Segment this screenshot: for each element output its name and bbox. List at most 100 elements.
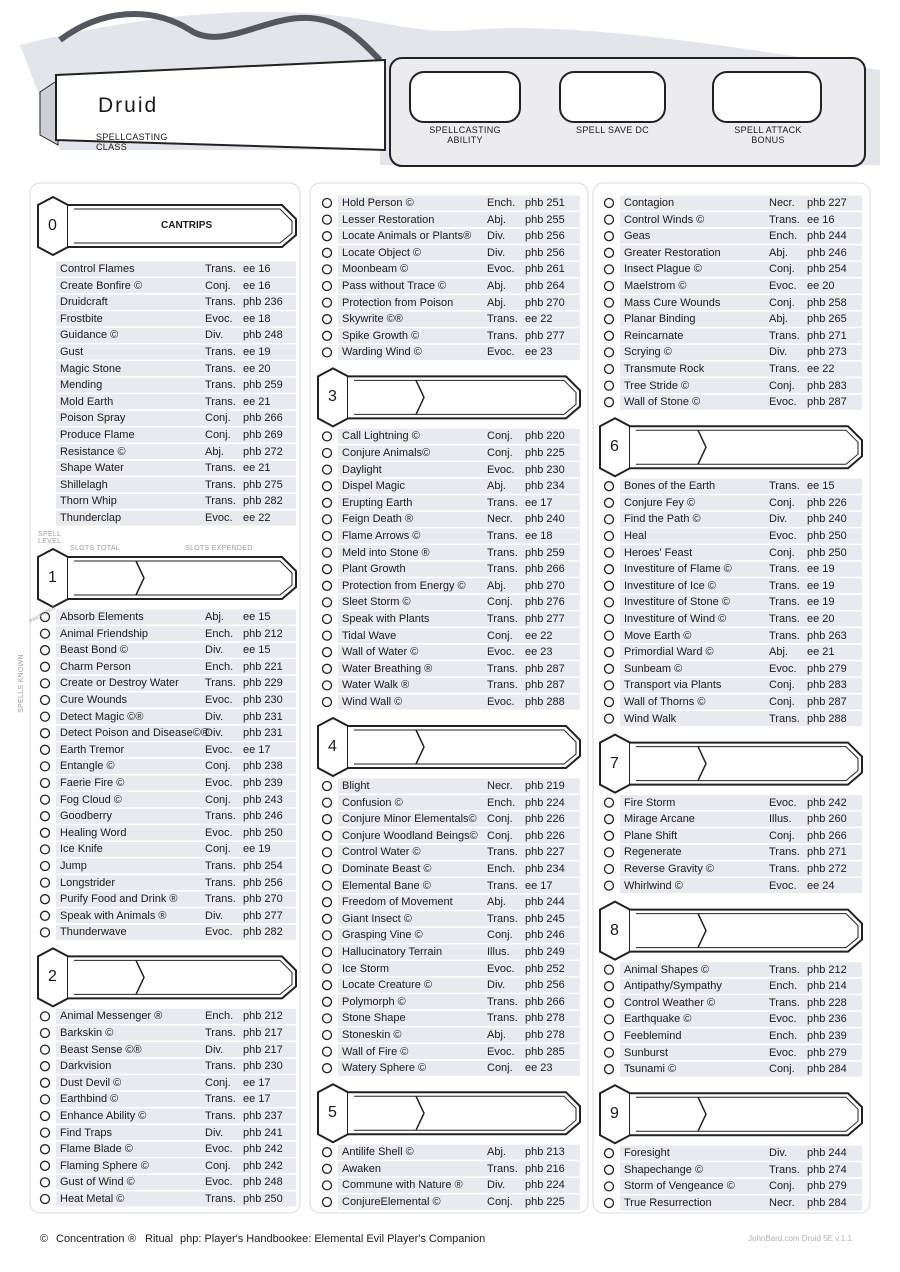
slots-bar-inner	[636, 1096, 859, 1132]
level-title: CANTRIPS	[161, 220, 213, 231]
spell-school: Conj.	[205, 843, 231, 856]
spell-row	[620, 1045, 862, 1061]
spell-school: Evoc.	[769, 1046, 797, 1059]
spell-name: Lesser Restoration	[342, 213, 435, 226]
spell-row	[338, 927, 580, 943]
spell-source: ee 17	[525, 496, 553, 509]
spell-source: phb 272	[807, 863, 847, 875]
spell-name: Moonbeam ©	[342, 263, 409, 276]
spell-source: phb 244	[807, 230, 847, 243]
prepared-checkbox	[321, 897, 333, 908]
spell-row	[56, 444, 296, 460]
prepared-checkbox	[321, 1147, 333, 1158]
prepared-checkbox	[321, 613, 333, 625]
spell-source: phb 224	[525, 1179, 565, 1192]
spell-name: Scrying ©	[624, 346, 672, 359]
source-note: php: Player's Handbook	[180, 1233, 297, 1245]
spell-school: Abj.	[487, 1029, 506, 1041]
spell-name: Transport via Plants	[624, 679, 722, 692]
prepared-checkbox	[603, 630, 615, 641]
spell-source: phb 282	[243, 495, 283, 508]
spell-row	[56, 377, 296, 393]
spell-name: Thunderwave	[60, 926, 127, 939]
spell-row	[338, 278, 580, 294]
spell-row	[338, 245, 580, 261]
spell-name: Control Weather ©	[624, 996, 716, 1009]
spell-row	[338, 828, 580, 844]
spell-school: Ench.	[769, 230, 798, 243]
spell-row	[56, 908, 296, 924]
spell-row	[620, 478, 862, 494]
spell-source: ee 22	[525, 313, 553, 326]
spell-row	[56, 1125, 296, 1141]
spell-source: phb 285	[525, 1045, 565, 1058]
spell-name: Create Bonfire ©	[60, 279, 143, 292]
spell-source: ee 18	[525, 530, 553, 542]
spell-row	[56, 626, 296, 642]
stat-label: SPELL SAVE DC	[576, 125, 649, 135]
spell-name: Grasping Vine ©	[342, 929, 423, 942]
spell-name: Thorn Whip	[60, 495, 117, 508]
spell-school: Trans.	[769, 213, 800, 226]
prepared-checkbox	[321, 680, 333, 691]
legend-symbol: ©	[40, 1233, 49, 1245]
spell-source: ee 23	[525, 346, 553, 359]
spell-name: Poison Spray	[60, 412, 126, 425]
spell-row	[56, 1075, 296, 1091]
dragon-ornament	[58, 11, 383, 63]
spell-row	[56, 841, 296, 857]
prepared-checkbox	[321, 863, 333, 875]
spell-school: Trans.	[487, 879, 518, 892]
spell-row	[620, 378, 862, 394]
spell-row	[620, 828, 862, 844]
spell-source: phb 256	[525, 246, 565, 259]
spell-row	[56, 659, 296, 675]
spell-row	[620, 261, 862, 277]
prepared-checkbox	[39, 794, 51, 805]
spell-source: ee 22	[243, 512, 271, 524]
spell-source: phb 256	[243, 876, 283, 889]
prepared-checkbox	[321, 1029, 333, 1041]
spell-name: Dust Devil ©	[60, 1076, 122, 1089]
spell-name: Elemental Bane ©	[342, 879, 431, 892]
spell-row	[338, 212, 580, 228]
spell-name: Reincarnate	[624, 329, 684, 342]
spell-school: Ench.	[487, 863, 516, 875]
spell-row	[56, 1042, 296, 1058]
spell-school: Conj.	[205, 793, 231, 806]
spell-row	[338, 528, 580, 544]
spell-name: Antilife Shell ©	[342, 1146, 414, 1159]
spell-name: Transmute Rock	[624, 363, 705, 375]
spell-source: phb 225	[525, 1196, 565, 1208]
prepared-checkbox	[39, 1077, 51, 1088]
spell-name: Barkskin ©	[60, 1027, 114, 1039]
spell-school: Trans.	[205, 478, 236, 491]
spell-school: Div.	[487, 979, 506, 992]
spell-school: Trans.	[205, 876, 236, 889]
prepared-checkbox	[321, 996, 333, 1007]
spell-level: 2	[48, 968, 57, 986]
prepared-checkbox	[603, 580, 615, 591]
slots-bar-inner	[74, 959, 293, 995]
spell-name: Detect Magic ©®	[60, 710, 144, 723]
spell-source: phb 246	[525, 929, 565, 942]
spell-name: Sleet Storm ©	[342, 596, 411, 609]
spell-school: Div.	[487, 246, 506, 259]
spell-name: Frostbite	[60, 312, 103, 325]
spell-school: Trans.	[769, 579, 800, 592]
spell-name: Locate Object ©	[342, 246, 422, 259]
spell-source: phb 224	[525, 796, 565, 809]
spell-row	[338, 261, 580, 277]
spell-name: Wind Walk	[624, 712, 677, 725]
spell-row	[620, 795, 862, 811]
spell-name: Shapechange ©	[624, 1163, 704, 1176]
spell-name: Jump	[60, 860, 87, 872]
spell-row	[338, 462, 580, 478]
spell-source: ee 17	[525, 879, 553, 892]
spell-row	[56, 758, 296, 774]
spell-school: Ench.	[487, 197, 516, 209]
spell-name: Call Lightning ©	[342, 430, 420, 443]
spell-name: Investiture of Stone ©	[624, 596, 730, 609]
spell-school: Trans.	[769, 996, 800, 1009]
spell-source: phb 259	[243, 379, 283, 392]
